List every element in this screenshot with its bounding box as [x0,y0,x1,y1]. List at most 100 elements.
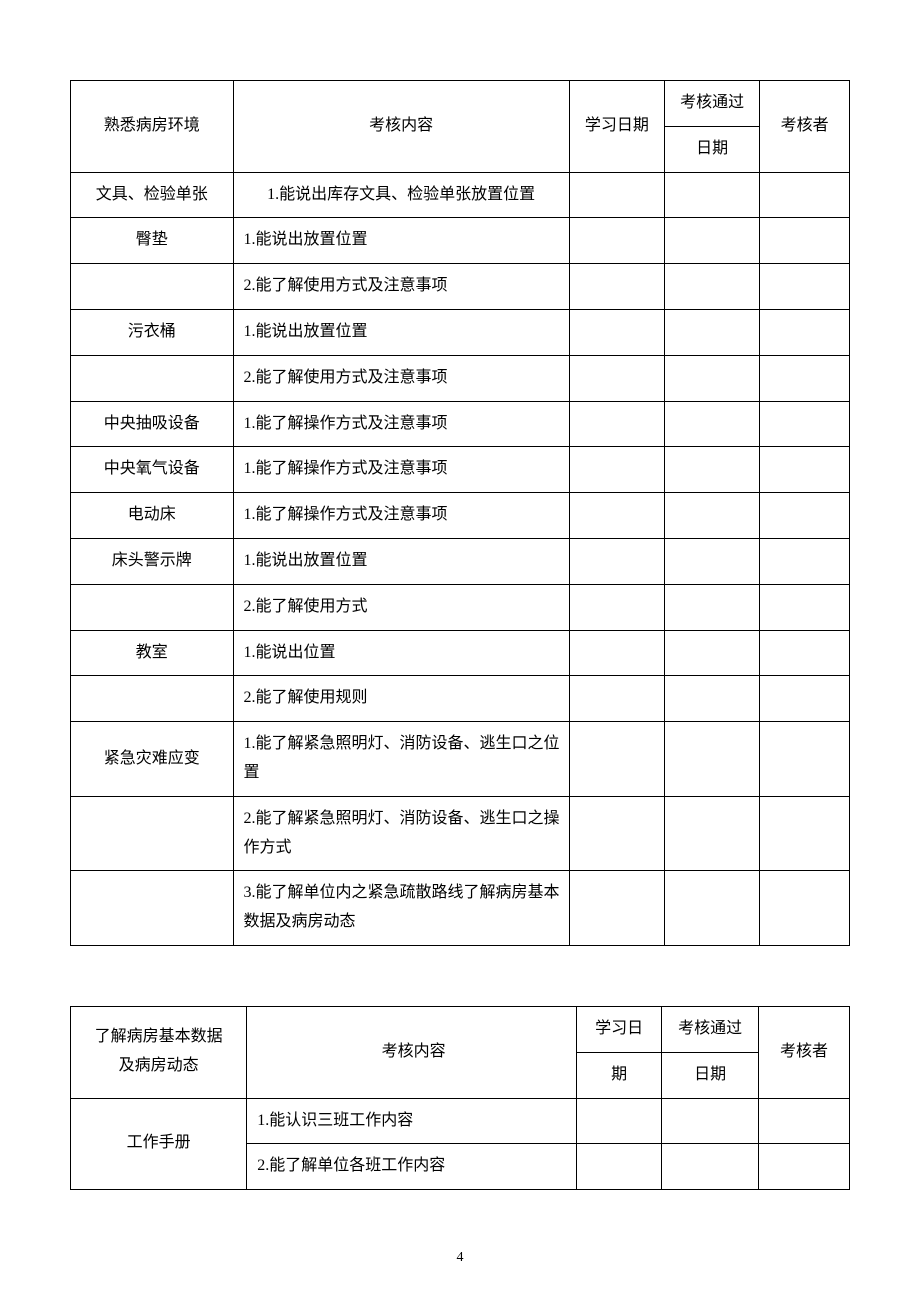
cell-assessor [760,218,850,264]
cell-pass-date [665,676,760,722]
cell-study-date [569,630,664,676]
cell-pass-date [662,1144,759,1190]
header-content: 考核内容 [247,1006,577,1098]
table-row: 2.能了解紧急照明灯、消防设备、逃生口之操作方式 [71,796,850,871]
table-row: 2.能了解使用规则 [71,676,850,722]
cell-content: 2.能了解使用方式及注意事项 [233,355,569,401]
cell-study-date [577,1098,662,1144]
cell-content: 1.能说出放置位置 [233,218,569,264]
cell-pass-date [665,218,760,264]
cell-assessor [760,493,850,539]
cell-content: 3.能了解单位内之紧急疏散路线了解病房基本数据及病房动态 [233,871,569,946]
table-row: 中央抽吸设备 1.能了解操作方式及注意事项 [71,401,850,447]
cell-content: 1.能了解操作方式及注意事项 [233,493,569,539]
header-category-line1: 了解病房基本数据 [95,1028,223,1045]
cell-study-date [569,355,664,401]
cell-study-date [569,871,664,946]
cell-category: 电动床 [71,493,234,539]
cell-pass-date [665,355,760,401]
table-row: 2.能了解使用方式 [71,584,850,630]
table-row: 污衣桶 1.能说出放置位置 [71,309,850,355]
cell-pass-date [665,796,760,871]
header-assessor: 考核者 [758,1006,849,1098]
header-study-date-line1: 学习日 [577,1006,662,1052]
cell-study-date [569,264,664,310]
cell-study-date [569,447,664,493]
cell-category: 中央氧气设备 [71,447,234,493]
cell-content: 1.能认识三班工作内容 [247,1098,577,1144]
table-row: 床头警示牌 1.能说出放置位置 [71,538,850,584]
cell-content: 1.能了解操作方式及注意事项 [233,401,569,447]
header-study-date: 学习日期 [569,81,664,173]
table-row: 中央氧气设备 1.能了解操作方式及注意事项 [71,447,850,493]
cell-assessor [760,355,850,401]
cell-study-date [569,493,664,539]
cell-assessor [758,1144,849,1190]
header-pass-date-line2: 日期 [665,126,760,172]
cell-assessor [760,676,850,722]
header-category-line2: 及病房动态 [119,1057,199,1074]
cell-content: 1.能说出放置位置 [233,538,569,584]
cell-category [71,796,234,871]
cell-pass-date [665,309,760,355]
page-number: 4 [70,1250,850,1266]
cell-pass-date [665,871,760,946]
cell-category: 中央抽吸设备 [71,401,234,447]
cell-assessor [760,264,850,310]
cell-pass-date [665,172,760,218]
cell-pass-date [665,264,760,310]
table-row: 臀垫 1.能说出放置位置 [71,218,850,264]
cell-assessor [760,722,850,797]
cell-category: 臀垫 [71,218,234,264]
cell-assessor [760,447,850,493]
header-study-date-line2: 期 [577,1052,662,1098]
cell-category: 教室 [71,630,234,676]
cell-pass-date [665,538,760,584]
cell-category [71,871,234,946]
cell-content: 1.能了解操作方式及注意事项 [233,447,569,493]
header-category: 了解病房基本数据 及病房动态 [71,1006,247,1098]
header-assessor: 考核者 [760,81,850,173]
header-pass-date-line2: 日期 [662,1052,759,1098]
header-category: 熟悉病房环境 [71,81,234,173]
cell-assessor [760,584,850,630]
cell-content: 2.能了解单位各班工作内容 [247,1144,577,1190]
cell-category: 床头警示牌 [71,538,234,584]
cell-assessor [760,871,850,946]
table-row: 3.能了解单位内之紧急疏散路线了解病房基本数据及病房动态 [71,871,850,946]
cell-assessor [760,172,850,218]
cell-content: 1.能说出库存文具、检验单张放置位置 [233,172,569,218]
header-pass-date-line1: 考核通过 [665,81,760,127]
cell-study-date [569,538,664,584]
cell-study-date [569,401,664,447]
cell-study-date [569,796,664,871]
cell-category [71,584,234,630]
cell-study-date [569,172,664,218]
table-row: 教室 1.能说出位置 [71,630,850,676]
header-content: 考核内容 [233,81,569,173]
table-row: 电动床 1.能了解操作方式及注意事项 [71,493,850,539]
cell-assessor [760,538,850,584]
cell-content: 1.能说出位置 [233,630,569,676]
cell-assessor [758,1098,849,1144]
cell-pass-date [665,493,760,539]
cell-category: 文具、检验单张 [71,172,234,218]
cell-category [71,676,234,722]
header-pass-date-line1: 考核通过 [662,1006,759,1052]
cell-assessor [760,401,850,447]
table-row: 工作手册 1.能认识三班工作内容 [71,1098,850,1144]
cell-pass-date [665,447,760,493]
cell-content: 2.能了解使用规则 [233,676,569,722]
cell-study-date [569,218,664,264]
cell-category: 紧急灾难应变 [71,722,234,797]
table-row: 2.能了解使用方式及注意事项 [71,355,850,401]
cell-pass-date [662,1098,759,1144]
table-header-row: 了解病房基本数据 及病房动态 考核内容 学习日 考核通过 考核者 [71,1006,850,1052]
cell-study-date [577,1144,662,1190]
cell-study-date [569,676,664,722]
cell-category [71,264,234,310]
cell-content: 2.能了解使用方式及注意事项 [233,264,569,310]
ward-data-table: 了解病房基本数据 及病房动态 考核内容 学习日 考核通过 考核者 期 日期 工作… [70,1006,850,1190]
cell-assessor [760,309,850,355]
cell-content: 2.能了解紧急照明灯、消防设备、逃生口之操作方式 [233,796,569,871]
